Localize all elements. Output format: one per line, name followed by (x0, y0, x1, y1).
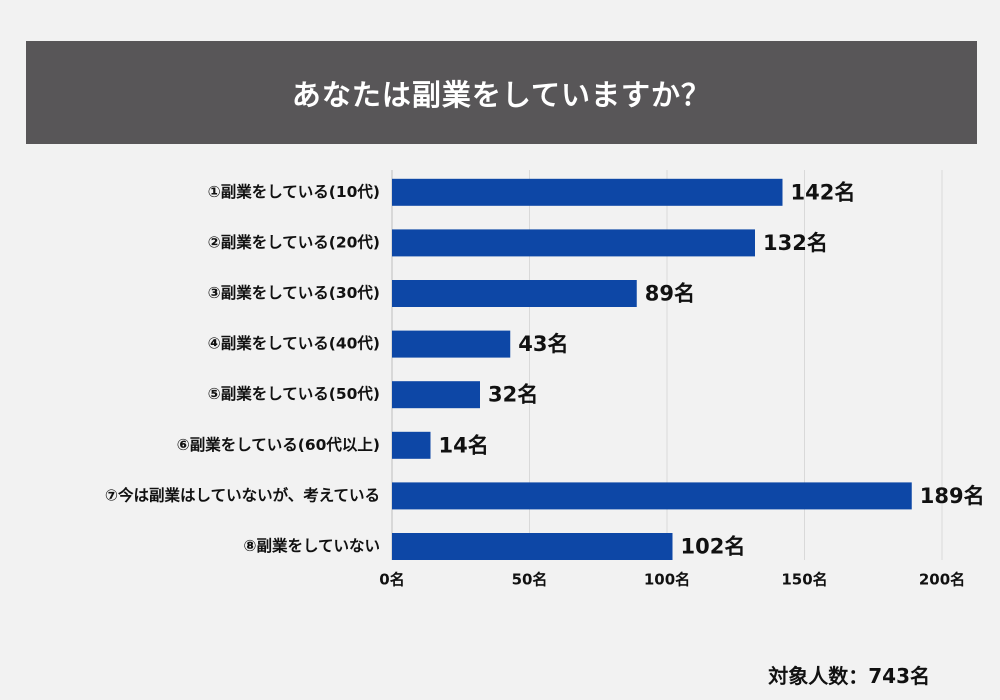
bar (392, 280, 637, 307)
data-label: 142名 (791, 180, 856, 204)
data-label: 32名 (488, 383, 538, 407)
category-label: ③副業をしている(30代) (208, 283, 380, 302)
total-respondents: 対象人数：743名 (768, 664, 930, 688)
category-label: ①副業をしている(10代) (208, 182, 380, 201)
x-tick-label: 150名 (781, 571, 827, 589)
x-tick-label: 0名 (379, 571, 404, 589)
category-label: ⑤副業をしている(50代) (208, 384, 380, 403)
bar (392, 330, 511, 358)
bar (392, 229, 755, 257)
x-tick-label: 200名 (919, 571, 965, 589)
data-label: 14名 (439, 433, 489, 457)
data-label: 189名 (920, 484, 985, 508)
data-label: 102名 (681, 535, 746, 559)
category-label: ⑦今は副業はしていないが、考えている (105, 485, 380, 504)
bar (392, 178, 783, 206)
bar (392, 482, 912, 510)
data-label: 43名 (518, 332, 568, 356)
x-tick-label: 100名 (644, 571, 690, 589)
x-tick-label: 50名 (512, 571, 548, 589)
data-label: 132名 (763, 231, 828, 255)
category-label: ⑥副業をしている(60代以上) (177, 435, 380, 454)
bar (392, 381, 480, 409)
data-label: 89名 (645, 282, 695, 306)
category-label: ⑧副業をしていない (243, 536, 380, 555)
bar (392, 533, 673, 560)
chart-title: あなたは副業をしていますか？ (291, 77, 712, 112)
bar (392, 431, 431, 459)
category-label: ②副業をしている(20代) (208, 232, 380, 251)
category-label: ④副業をしている(40代) (208, 334, 380, 353)
chart-title-banner: あなたは副業をしていますか？ (26, 41, 977, 144)
